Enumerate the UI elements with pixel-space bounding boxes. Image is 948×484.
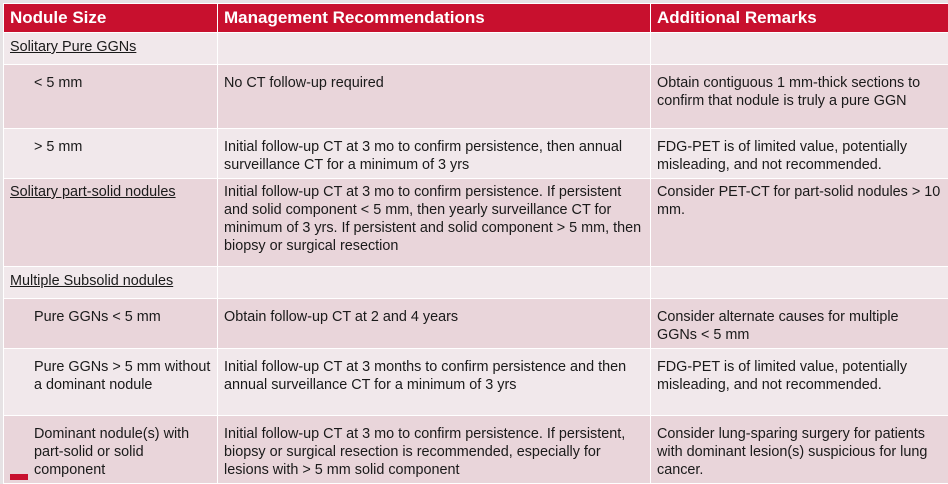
section-label: Multiple Subsolid nodules	[4, 267, 218, 299]
size-cell: < 5 mm	[4, 65, 218, 129]
table-row: Multiple Subsolid nodules	[4, 267, 948, 299]
remarks-cell: Consider PET-CT for part-solid nodules >…	[651, 179, 948, 267]
remarks-cell	[651, 33, 948, 65]
section-label: Solitary part-solid nodules	[4, 179, 218, 267]
table-row: < 5 mm No CT follow-up required Obtain c…	[4, 65, 948, 129]
remarks-cell: FDG-PET is of limited value, potentially…	[651, 349, 948, 416]
mgmt-cell: Initial follow-up CT at 3 mo to confirm …	[218, 179, 651, 267]
size-cell: Pure GGNs > 5 mm without a dominant nodu…	[4, 349, 218, 416]
size-cell: Dominant nodule(s) with part-solid or so…	[4, 416, 218, 484]
mgmt-cell	[218, 267, 651, 299]
table-row: Pure GGNs > 5 mm without a dominant nodu…	[4, 349, 948, 416]
table-row: Pure GGNs < 5 mm Obtain follow-up CT at …	[4, 299, 948, 349]
remarks-cell: Consider lung-sparing surgery for patien…	[651, 416, 948, 484]
remarks-cell: Obtain contiguous 1 mm-thick sections to…	[651, 65, 948, 129]
table-row: Solitary part-solid nodules Initial foll…	[4, 179, 948, 267]
mgmt-cell	[218, 33, 651, 65]
header-management-recommendations: Management Recommendations	[218, 4, 651, 33]
header-row: Nodule Size Management Recommendations A…	[4, 4, 948, 33]
size-cell: Pure GGNs < 5 mm	[4, 299, 218, 349]
mgmt-cell: No CT follow-up required	[218, 65, 651, 129]
mgmt-cell: Initial follow-up CT at 3 mo to confirm …	[218, 129, 651, 179]
mgmt-cell: Obtain follow-up CT at 2 and 4 years	[218, 299, 651, 349]
nodule-management-table: Nodule Size Management Recommendations A…	[3, 3, 948, 484]
remarks-cell: Consider alternate causes for multiple G…	[651, 299, 948, 349]
size-cell: > 5 mm	[4, 129, 218, 179]
remarks-cell: FDG-PET is of limited value, potentially…	[651, 129, 948, 179]
section-label: Solitary Pure GGNs	[4, 33, 218, 65]
table-row: Dominant nodule(s) with part-solid or so…	[4, 416, 948, 484]
mgmt-cell: Initial follow-up CT at 3 mo to confirm …	[218, 416, 651, 484]
remarks-cell	[651, 267, 948, 299]
slide-footer-mark	[10, 474, 28, 480]
header-nodule-size: Nodule Size	[4, 4, 218, 33]
table-row: Solitary Pure GGNs	[4, 33, 948, 65]
mgmt-cell: Initial follow-up CT at 3 months to conf…	[218, 349, 651, 416]
table-row: > 5 mm Initial follow-up CT at 3 mo to c…	[4, 129, 948, 179]
header-additional-remarks: Additional Remarks	[651, 4, 948, 33]
